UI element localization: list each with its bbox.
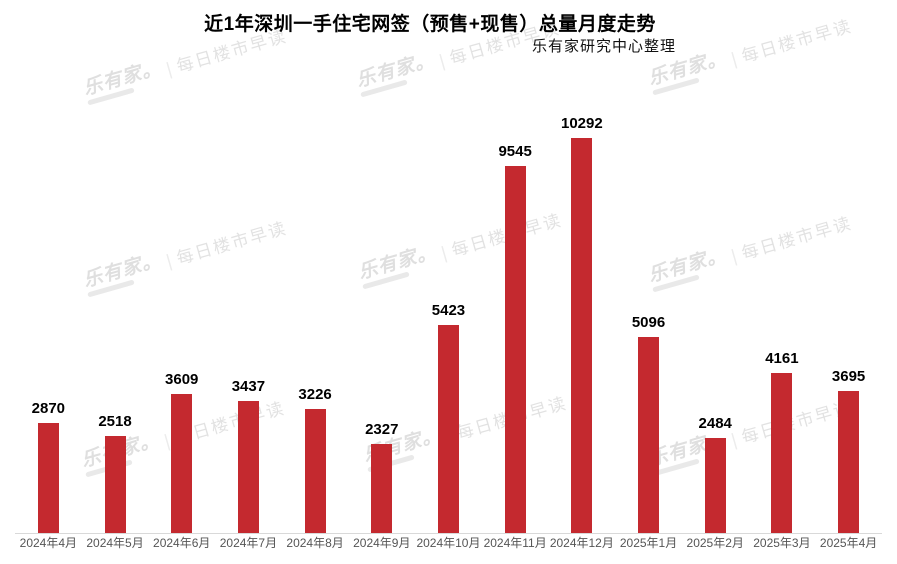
bar-value-label: 2484 (698, 415, 732, 432)
bar-value-label: 2518 (98, 413, 132, 430)
bar (371, 444, 393, 533)
x-axis-labels: 2024年4月 2024年5月 2024年6月 2024年7月 2024年8月 2024年… (15, 536, 882, 550)
bar (237, 401, 259, 533)
x-axis-label: 2025年1月 (619, 536, 678, 550)
x-axis-label: 2024年11月 (483, 536, 547, 550)
bar-slot: 5423 (415, 0, 482, 533)
bar-slot: 3695 (815, 0, 882, 533)
x-axis-label: 2024年8月 (286, 536, 344, 550)
bar-value-label: 5423 (431, 302, 466, 319)
bar-slot: 10292 (549, 0, 616, 533)
x-axis-label: 2024年9月 (353, 536, 411, 550)
bar (37, 423, 59, 533)
x-axis-label: 2024年7月 (219, 536, 278, 550)
x-axis-line (15, 533, 882, 534)
bar-value-label: 10292 (560, 115, 603, 132)
bar-slot: 2327 (348, 0, 415, 533)
bar (638, 337, 660, 533)
x-axis-label: 2025年4月 (819, 536, 878, 550)
bar-value-label: 9545 (498, 143, 532, 160)
bar-slot: 5096 (615, 0, 682, 533)
bar (771, 373, 793, 533)
bar-slot: 3226 (282, 0, 349, 533)
bar-value-label: 3609 (165, 371, 199, 388)
bar (171, 394, 193, 533)
bar-slot: 3609 (148, 0, 215, 533)
bar (437, 325, 459, 533)
x-axis-label: 2024年6月 (153, 536, 211, 550)
bar-slot: 9545 (482, 0, 549, 533)
chart-subtitle: 乐有家研究中心整理 (532, 38, 677, 55)
bar-value-label: 4161 (765, 350, 799, 367)
bar-value-label: 5096 (631, 314, 666, 331)
x-axis-label: 2024年5月 (86, 536, 144, 550)
bar-slot: 2518 (82, 0, 149, 533)
chart-title: 近1年深圳一手住宅网签（预售+现售）总量月度走势 (204, 14, 656, 35)
x-axis-label: 2024年12月 (549, 536, 614, 550)
bar-slot: 2484 (682, 0, 749, 533)
x-axis-label: 2025年3月 (753, 536, 811, 550)
bar (304, 409, 326, 533)
bar-value-label: 3695 (831, 368, 866, 385)
bar (104, 436, 126, 533)
bar-slot: 2870 (15, 0, 82, 533)
bar-value-label: 2327 (365, 421, 399, 438)
bar-value-label: 2870 (31, 400, 66, 417)
bar-value-label: 3226 (298, 386, 332, 403)
plot-area: 2870 2518 3609 3437 3226 2327 5423 9545 10292 509… (15, 0, 882, 564)
bar-series: 2870 2518 3609 3437 3226 2327 5423 9545 10292 509… (15, 0, 882, 533)
x-axis-label: 2024年10月 (416, 536, 481, 550)
bar-value-label: 3437 (231, 378, 266, 395)
bar (838, 391, 860, 533)
x-axis-label: 2024年4月 (19, 536, 78, 550)
bar-slot: 4161 (749, 0, 816, 533)
x-axis-label: 2025年2月 (686, 536, 744, 550)
bar (504, 166, 526, 533)
bar-slot: 3437 (215, 0, 282, 533)
bar (571, 138, 593, 533)
bar (704, 438, 726, 533)
